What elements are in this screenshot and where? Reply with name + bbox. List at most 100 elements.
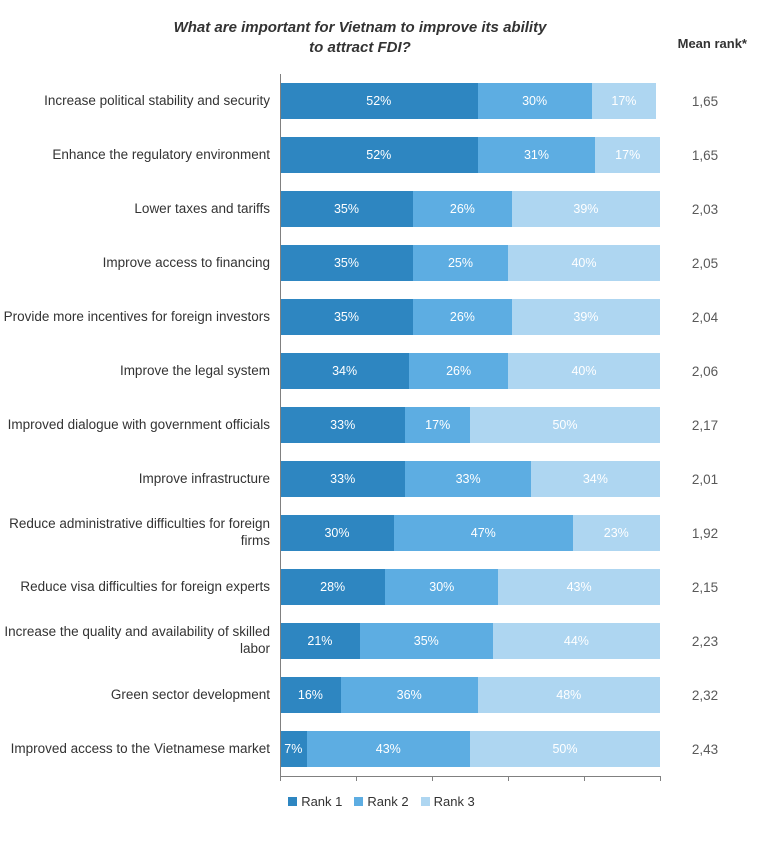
row-label: Reduce administrative difficulties for f…: [0, 516, 280, 550]
bar-segment-rank3: 43%: [498, 569, 660, 605]
chart-row: Improve the legal system34%26%40%2,06: [0, 344, 763, 398]
bar-zone: 52%31%17%: [280, 128, 660, 182]
bar-zone: 34%26%40%: [280, 344, 660, 398]
chart-title-line1: What are important for Vietnam to improv…: [174, 19, 547, 36]
bar-segment-rank3: 17%: [592, 83, 657, 119]
bar-segment-rank3: 50%: [470, 731, 660, 767]
x-axis-tick: [508, 776, 509, 781]
bar-zone: 33%33%34%: [280, 452, 660, 506]
stacked-bar: 35%26%39%: [280, 299, 660, 335]
mean-rank-value: 2,06: [660, 364, 750, 379]
bar-segment-rank3: 50%: [470, 407, 660, 443]
stacked-bar: 21%35%44%: [280, 623, 660, 659]
stacked-bar: 35%26%39%: [280, 191, 660, 227]
bar-zone: 30%47%23%: [280, 506, 660, 560]
x-axis-tick: [660, 776, 661, 781]
row-label: Improved access to the Vietnamese market: [0, 741, 280, 758]
chart-title: What are important for Vietnam to improv…: [140, 18, 580, 57]
stacked-bar: 35%25%40%: [280, 245, 660, 281]
bar-segment-rank3: 40%: [508, 245, 660, 281]
bar-zone: 35%26%39%: [280, 182, 660, 236]
row-label: Reduce visa difficulties for foreign exp…: [0, 579, 280, 596]
bar-segment-rank3: 17%: [595, 137, 660, 173]
legend-item: Rank 1: [288, 794, 342, 809]
chart-container: What are important for Vietnam to improv…: [0, 0, 763, 849]
row-label: Increase the quality and availability of…: [0, 624, 280, 658]
bar-segment-rank2: 26%: [413, 299, 512, 335]
bar-segment-rank2: 36%: [341, 677, 478, 713]
bar-segment-rank2: 35%: [360, 623, 493, 659]
mean-rank-value: 2,15: [660, 580, 750, 595]
bar-segment-rank3: 34%: [531, 461, 660, 497]
chart-row: Enhance the regulatory environment52%31%…: [0, 128, 763, 182]
bar-segment-rank1: 21%: [280, 623, 360, 659]
mean-rank-value: 1,65: [660, 148, 750, 163]
x-axis-tick: [584, 776, 585, 781]
bar-segment-rank1: 52%: [280, 83, 478, 119]
bar-zone: 52%30%17%: [280, 74, 660, 128]
legend-label: Rank 2: [367, 794, 408, 809]
bar-zone: 7%43%50%: [280, 722, 660, 776]
x-axis-tick: [432, 776, 433, 781]
bar-zone: 33%17%50%: [280, 398, 660, 452]
chart-title-line2: to attract FDI?: [309, 39, 411, 56]
chart-row: Improve access to financing35%25%40%2,05: [0, 236, 763, 290]
bar-segment-rank2: 25%: [413, 245, 508, 281]
bar-segment-rank1: 7%: [280, 731, 307, 767]
bar-segment-rank3: 39%: [512, 191, 660, 227]
chart-row: Provide more incentives for foreign inve…: [0, 290, 763, 344]
bar-segment-rank2: 26%: [413, 191, 512, 227]
stacked-bar: 7%43%50%: [280, 731, 660, 767]
legend-item: Rank 3: [421, 794, 475, 809]
chart-legend: Rank 1 Rank 2 Rank 3: [0, 794, 763, 809]
bar-segment-rank2: 17%: [405, 407, 470, 443]
legend-swatch-icon: [354, 797, 363, 806]
stacked-bar: 33%33%34%: [280, 461, 660, 497]
stacked-bar: 33%17%50%: [280, 407, 660, 443]
stacked-bar: 52%30%17%: [280, 83, 660, 119]
chart-row: Increase political stability and securit…: [0, 74, 763, 128]
bar-segment-rank3: 48%: [478, 677, 660, 713]
mean-rank-value: 2,43: [660, 742, 750, 757]
x-axis-tick: [356, 776, 357, 781]
bar-zone: 35%25%40%: [280, 236, 660, 290]
mean-rank-value: 2,01: [660, 472, 750, 487]
bar-segment-rank3: 44%: [493, 623, 660, 659]
row-label: Improved dialogue with government offici…: [0, 417, 280, 434]
row-label: Enhance the regulatory environment: [0, 147, 280, 164]
bar-segment-rank2: 43%: [307, 731, 470, 767]
bar-segment-rank2: 47%: [394, 515, 573, 551]
stacked-bar: 52%31%17%: [280, 137, 660, 173]
mean-rank-value: 2,04: [660, 310, 750, 325]
mean-rank-value: 1,65: [660, 94, 750, 109]
stacked-bar: 16%36%48%: [280, 677, 660, 713]
mean-rank-value: 2,05: [660, 256, 750, 271]
bar-zone: 21%35%44%: [280, 614, 660, 668]
stacked-bar: 30%47%23%: [280, 515, 660, 551]
bar-zone: 16%36%48%: [280, 668, 660, 722]
mean-rank-header: Mean rank*: [678, 36, 747, 51]
bar-segment-rank1: 16%: [280, 677, 341, 713]
mean-rank-value: 2,03: [660, 202, 750, 217]
row-label: Lower taxes and tariffs: [0, 201, 280, 218]
y-axis-line: [280, 74, 281, 776]
row-label: Improve access to financing: [0, 255, 280, 272]
mean-rank-value: 2,17: [660, 418, 750, 433]
mean-rank-value: 2,32: [660, 688, 750, 703]
bar-segment-rank1: 34%: [280, 353, 409, 389]
bar-segment-rank1: 33%: [280, 461, 405, 497]
bar-segment-rank2: 31%: [478, 137, 596, 173]
row-label: Improve infrastructure: [0, 471, 280, 488]
chart-row: Lower taxes and tariffs35%26%39%2,03: [0, 182, 763, 236]
x-axis-line: [280, 776, 660, 777]
bar-segment-rank1: 30%: [280, 515, 394, 551]
chart-row: Improved access to the Vietnamese market…: [0, 722, 763, 776]
bar-segment-rank1: 35%: [280, 191, 413, 227]
x-axis-tick: [280, 776, 281, 781]
stacked-bar: 28%30%43%: [280, 569, 660, 605]
row-label: Improve the legal system: [0, 363, 280, 380]
bar-segment-rank1: 35%: [280, 299, 413, 335]
chart-row: Reduce visa difficulties for foreign exp…: [0, 560, 763, 614]
row-label: Provide more incentives for foreign inve…: [0, 309, 280, 326]
bar-segment-rank3: 23%: [573, 515, 660, 551]
